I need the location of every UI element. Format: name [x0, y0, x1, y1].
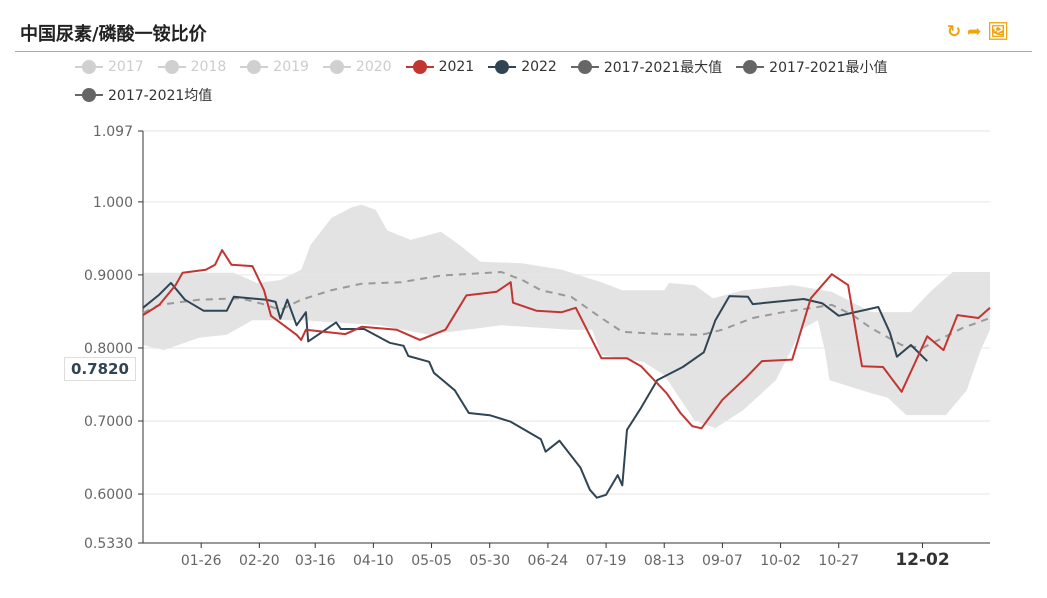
x-tick-label: 10-02 [760, 553, 801, 569]
x-tick-label: 05-05 [411, 553, 452, 569]
legend-label: 2017-2021最小值 [769, 60, 888, 76]
y-tick-label: 1.097 [93, 124, 133, 140]
legend-marker-icon [75, 60, 103, 74]
y-tick-label: 0.5330 [84, 536, 133, 552]
legend-marker-icon [488, 60, 517, 74]
y-tick-label: 1.000 [93, 195, 133, 211]
legend-marker-icon [75, 88, 103, 102]
x-tick-label: 07-19 [586, 553, 627, 569]
legend-marker-icon [570, 60, 599, 74]
series-line-2022 [142, 281, 928, 499]
legend-label: 2022 [521, 59, 557, 75]
legend-label: 2017-2021最大值 [603, 60, 723, 76]
title-divider [15, 51, 1032, 52]
legend-label: 2020 [355, 59, 392, 75]
toolbox: ↻ ➦ 🖼 [947, 22, 1009, 42]
save-image-icon[interactable]: 🖼 [987, 22, 1009, 42]
legend-marker-icon [322, 60, 351, 74]
legend-label: 2017 [108, 59, 144, 75]
chart-title: 中国尿素/磷酸一铵比价 [20, 24, 207, 45]
legend-label: 2018 [190, 59, 227, 75]
x-tick-label: 01-26 [181, 553, 222, 569]
y-tick-label: 0.8000 [84, 341, 133, 357]
legend-item[interactable]: 2022 [488, 57, 557, 77]
legend-item[interactable]: 2017-2021最大值 [570, 57, 723, 77]
x-tick-label: 05-30 [469, 553, 510, 569]
legend-item[interactable]: 2019 [240, 57, 309, 77]
y-tick-label: 0.9000 [84, 268, 133, 284]
legend-label: 2019 [273, 59, 309, 75]
x-tick-label: 09-07 [702, 553, 743, 569]
x-tick-label: 06-24 [528, 553, 569, 569]
series-line-2017-2021均值 [142, 271, 991, 349]
legend-marker-icon [157, 60, 186, 74]
legend-marker-icon [736, 60, 765, 74]
y-tick-label: 0.7000 [84, 414, 133, 430]
x-tick-label: 10-27 [818, 553, 859, 569]
legend-item[interactable]: 2017-2021均值 [75, 85, 212, 105]
legend-item[interactable]: 2017 [75, 57, 144, 77]
legend-marker-icon [240, 60, 269, 74]
refresh-icon[interactable]: ↻ [946, 22, 962, 42]
legend-marker-icon [405, 60, 434, 74]
legend-label: 2021 [438, 59, 475, 75]
share-icon[interactable]: ➦ [967, 22, 982, 42]
legend-item[interactable]: 2020 [322, 57, 392, 77]
legend-label: 2017-2021均值 [108, 88, 213, 104]
legend-item[interactable]: 2021 [405, 57, 475, 77]
x-tick-label: 12-02 [895, 550, 949, 570]
x-tick-label: 03-16 [295, 553, 336, 569]
series-line-2021 [142, 249, 991, 430]
legend-item[interactable]: 2017-2021最小值 [736, 57, 887, 77]
legend: 2017 2018 2019 2020 2021 2022 2017-2021最大值 2017… [75, 57, 995, 105]
axis-pointer-label: 0.7820 [64, 356, 136, 381]
y-tick-label: 0.6000 [84, 487, 133, 503]
x-tick-label: 08-13 [644, 553, 685, 569]
legend-item[interactable]: 2018 [157, 57, 227, 77]
min-max-band [143, 204, 990, 429]
x-tick-label: 02-20 [239, 553, 280, 569]
x-tick-label: 04-10 [353, 553, 394, 569]
